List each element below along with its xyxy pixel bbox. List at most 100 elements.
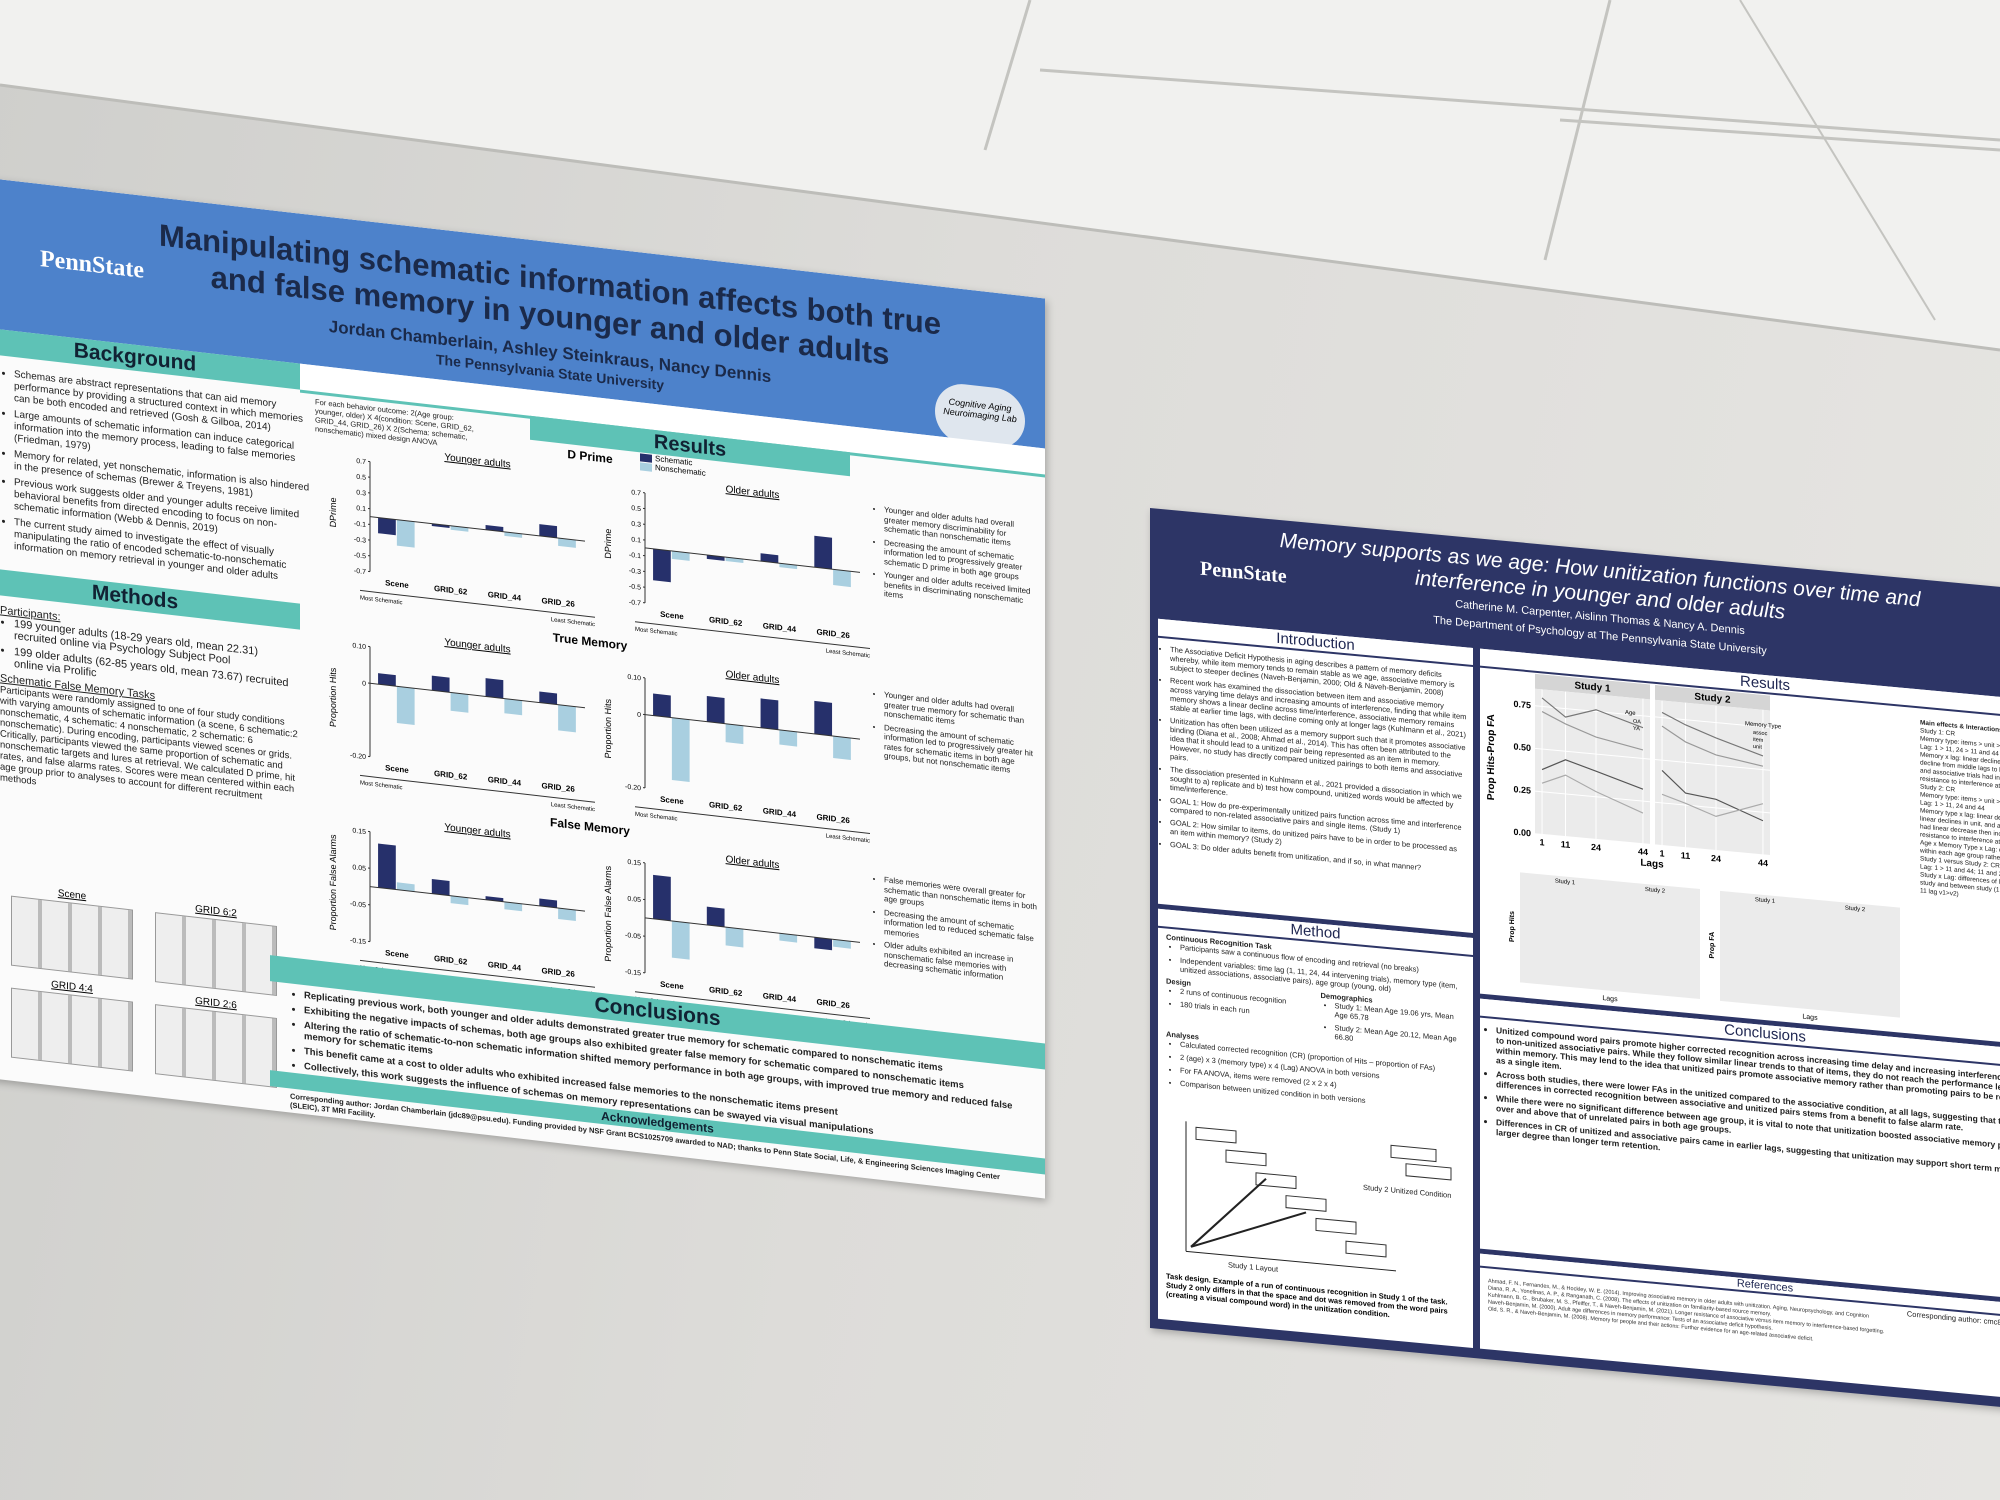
panel-bg: [1655, 699, 1770, 856]
x-tick-label: GRID_62: [709, 615, 743, 628]
panel-title: Study 2: [1845, 905, 1866, 913]
ceiling: [0, 0, 2000, 350]
grid-line: [1655, 801, 1770, 814]
bullet-list: The Associative Deficit Hypothesis in ag…: [1158, 644, 1473, 877]
grid-line: [1655, 844, 1770, 857]
intro-panel: Introduction The Associative Deficit Hyp…: [1158, 618, 1473, 933]
schema-arrow: [635, 991, 870, 1020]
x-tick-label: Scene: [660, 610, 684, 622]
x-tick-label: GRID_44: [763, 991, 797, 1004]
y-tick-label: 0.10: [352, 643, 366, 652]
bar: [539, 524, 558, 538]
y-tick-label: -0.7: [629, 599, 641, 607]
line: [1541, 711, 1644, 751]
bar: [504, 531, 523, 538]
zero-line: [370, 886, 585, 912]
small-chart: [1520, 872, 1700, 1000]
grid-line: [1655, 759, 1770, 771]
x-tick-label: 44: [1638, 846, 1648, 857]
y-tick-label: 0.50: [1514, 741, 1531, 753]
bar: [450, 895, 469, 906]
y-tick-label: -0.20: [350, 752, 366, 761]
x-axis-label: Lags: [1602, 995, 1618, 1003]
y-tick-label: -0.5: [354, 552, 366, 560]
zero-line: [370, 682, 585, 709]
bar: [431, 675, 450, 693]
y-tick-label: -0.7: [354, 568, 366, 576]
panel-bg: [1535, 688, 1650, 845]
x-axis-end: Least Schematic: [551, 802, 595, 813]
panel-title: Study 1: [1755, 897, 1776, 905]
bar: [779, 729, 798, 747]
x-axis-end: Most Schematic: [635, 627, 678, 638]
y-tick-label: -0.05: [625, 932, 641, 941]
bar: [558, 704, 576, 733]
line: [1541, 774, 1644, 814]
bar: [378, 517, 396, 536]
chart-title: Younger adults: [444, 452, 510, 471]
x-tick-label: GRID_44: [488, 960, 522, 973]
grid-line: [1535, 790, 1650, 803]
bar: [833, 736, 851, 761]
y-axis-label: Proportion Hits: [603, 698, 613, 759]
bar: [396, 882, 415, 892]
chart-row: D Prime Younger adults DPrime 0.7 0.5 0.3 0.1 -…: [328, 447, 870, 660]
bar: [396, 519, 415, 548]
tile-line: [1739, 0, 1936, 321]
stimulus-image: [11, 895, 133, 980]
legend-label: OA: [1633, 719, 1641, 726]
y-tick-label: 0: [362, 680, 366, 687]
stimulus-image: [11, 987, 133, 1072]
bullet-list: 2 runs of continuous recognition180 tria…: [1166, 985, 1311, 1020]
legend-title: Age: [1625, 710, 1636, 717]
x-tick-label: Scene: [660, 980, 684, 992]
trial-box: [1255, 1172, 1297, 1190]
x-tick-label: 1: [1660, 848, 1665, 858]
tile-line: [983, 0, 1032, 151]
conclusions-panel: Conclusions Unitized compound word pairs…: [1480, 998, 2000, 1302]
method-panel: Method Continuous Recognition TaskPartic…: [1158, 908, 1473, 1348]
bar: [833, 569, 851, 588]
column: DemographicsStudy 1: Mean Age 19.06 yrs,…: [1321, 991, 1466, 1057]
x-axis-end: Most Schematic: [360, 595, 403, 606]
stimulus-image: [155, 912, 277, 996]
x-tick-label: 44: [1758, 857, 1768, 868]
x-tick-label: 11: [1561, 839, 1570, 850]
panel-strip: [1535, 673, 1650, 700]
trial-box: [1345, 1240, 1387, 1258]
bar: [450, 692, 469, 713]
legend-label: assoc: [1753, 730, 1768, 737]
bar: [431, 523, 450, 528]
y-axis-label: Proportion False Alarms: [603, 865, 613, 963]
y-tick-label: 0.15: [627, 859, 641, 868]
bar: [653, 548, 671, 583]
x-tick-label: GRID_62: [709, 985, 743, 998]
y-tick-label: 0.1: [631, 537, 641, 545]
bar: [653, 693, 671, 718]
x-tick-label: Scene: [385, 763, 409, 775]
stimulus: GRID 4:4: [2, 974, 142, 1078]
bar: [558, 908, 576, 922]
x-tick-label: Scene: [385, 578, 409, 590]
x-axis-label: Lags: [1802, 1014, 1818, 1022]
trial-box: [1285, 1195, 1327, 1212]
x-tick-label: GRID_26: [541, 781, 575, 794]
y-tick-label: 0.05: [352, 864, 366, 873]
x-axis-label: Lags: [1640, 858, 1664, 871]
x-tick-label: Scene: [385, 948, 409, 960]
bar: [396, 686, 415, 725]
bar: [706, 695, 725, 724]
y-tick-label: 0.15: [352, 828, 366, 837]
schema-arrow: [635, 806, 870, 835]
zero-line: [645, 547, 860, 573]
effects: Main effects & Interactions Study 1: CR Me…: [1920, 719, 2000, 907]
y-tick-label: 0.3: [356, 489, 366, 497]
y-tick-label: 0.00: [1514, 827, 1531, 839]
chart-title: Younger adults: [444, 637, 510, 656]
stimulus-image: [155, 1004, 277, 1088]
bar: [814, 700, 833, 736]
x-tick-label: GRID_62: [434, 954, 468, 967]
x-tick-label: GRID_44: [763, 806, 797, 819]
